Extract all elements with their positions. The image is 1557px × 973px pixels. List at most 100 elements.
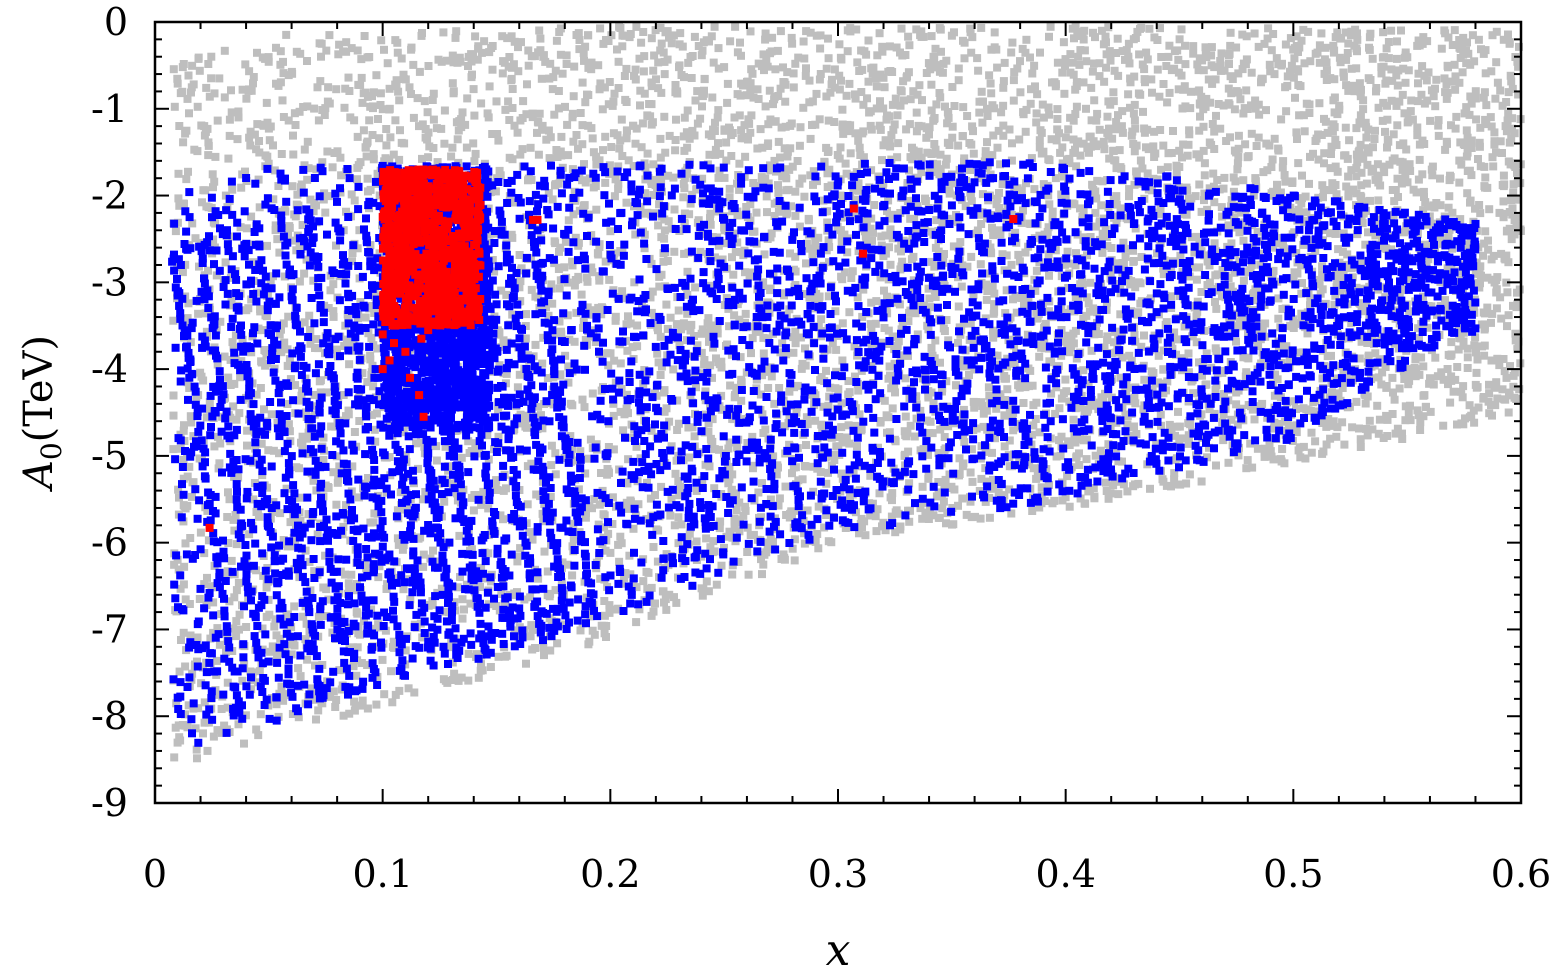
data-point — [663, 257, 672, 265]
data-point — [372, 700, 381, 709]
data-point — [1162, 318, 1171, 327]
data-point — [235, 610, 244, 619]
data-point — [368, 102, 377, 111]
data-point — [1492, 304, 1501, 313]
data-point — [585, 637, 594, 646]
data-point — [739, 511, 748, 520]
data-point — [1219, 436, 1228, 445]
data-point — [171, 723, 180, 732]
data-point — [1053, 58, 1062, 67]
data-point — [1418, 170, 1427, 179]
data-point — [1052, 136, 1061, 145]
data-point — [737, 51, 745, 60]
data-point — [588, 626, 597, 635]
data-point — [1504, 311, 1513, 320]
data-point — [1414, 175, 1423, 184]
data-point — [1393, 174, 1402, 183]
data-point — [1315, 99, 1324, 108]
data-point — [1071, 438, 1080, 447]
data-point — [538, 424, 547, 433]
data-point — [211, 152, 220, 161]
data-point — [1444, 63, 1452, 72]
data-point — [649, 160, 658, 169]
data-point — [770, 399, 779, 408]
data-point — [814, 502, 823, 511]
data-point — [1044, 103, 1053, 112]
data-point — [223, 513, 232, 521]
data-point — [462, 143, 471, 152]
data-point — [1206, 98, 1215, 107]
data-point — [580, 201, 588, 210]
data-point — [867, 125, 876, 134]
data-point — [660, 234, 669, 243]
data-point — [1390, 395, 1399, 404]
data-point — [317, 52, 325, 61]
data-point — [660, 70, 669, 79]
data-point — [310, 104, 319, 113]
data-point — [982, 295, 991, 304]
data-point — [486, 663, 495, 671]
data-point — [610, 89, 619, 98]
data-point — [1192, 312, 1201, 321]
data-point — [1487, 318, 1495, 327]
data-point — [199, 376, 208, 385]
data-point — [283, 345, 292, 354]
data-point — [1499, 213, 1508, 222]
data-point — [347, 190, 356, 199]
data-point — [736, 38, 744, 47]
data-point — [1511, 336, 1520, 345]
data-point — [226, 413, 235, 422]
data-point — [993, 63, 1002, 72]
data-point — [294, 396, 303, 405]
data-point — [1075, 461, 1084, 469]
data-point — [1341, 378, 1349, 387]
data-point — [629, 162, 638, 170]
data-point — [1211, 385, 1220, 394]
data-point — [1051, 82, 1060, 91]
data-point — [685, 453, 694, 462]
data-point — [1233, 159, 1242, 168]
data-point — [1032, 266, 1041, 275]
data-point — [1490, 137, 1499, 146]
data-point — [1370, 135, 1379, 143]
data-point — [1476, 209, 1485, 218]
data-point — [674, 306, 683, 315]
data-point — [811, 416, 820, 425]
data-point — [1446, 398, 1455, 407]
data-point — [1219, 184, 1228, 193]
data-point — [531, 644, 539, 652]
data-point — [1178, 153, 1186, 162]
data-point — [1036, 48, 1044, 57]
data-point — [912, 108, 921, 117]
data-point — [1352, 172, 1361, 181]
data-point — [737, 396, 746, 405]
data-point — [1311, 49, 1320, 58]
data-point — [981, 147, 990, 156]
data-point — [669, 365, 678, 374]
data-point — [347, 570, 356, 579]
data-point — [1038, 100, 1047, 109]
data-point — [178, 87, 187, 96]
data-point — [871, 74, 880, 83]
data-point — [498, 69, 507, 78]
data-point — [1095, 59, 1104, 68]
data-point — [358, 98, 367, 107]
data-point — [723, 79, 732, 88]
data-point — [1388, 156, 1397, 165]
data-point — [518, 145, 527, 154]
data-point — [502, 290, 511, 299]
data-point — [1388, 76, 1397, 85]
data-point — [746, 27, 755, 36]
data-point — [1457, 387, 1466, 396]
data-point — [1471, 333, 1480, 342]
data-point — [1167, 482, 1175, 491]
data-point — [1130, 480, 1139, 489]
data-point — [838, 120, 847, 129]
data-point — [885, 214, 894, 223]
data-point — [680, 249, 689, 258]
data-point — [804, 216, 813, 225]
data-point — [396, 126, 404, 135]
data-point — [473, 55, 482, 64]
data-point — [1015, 135, 1024, 144]
data-point — [439, 28, 448, 37]
